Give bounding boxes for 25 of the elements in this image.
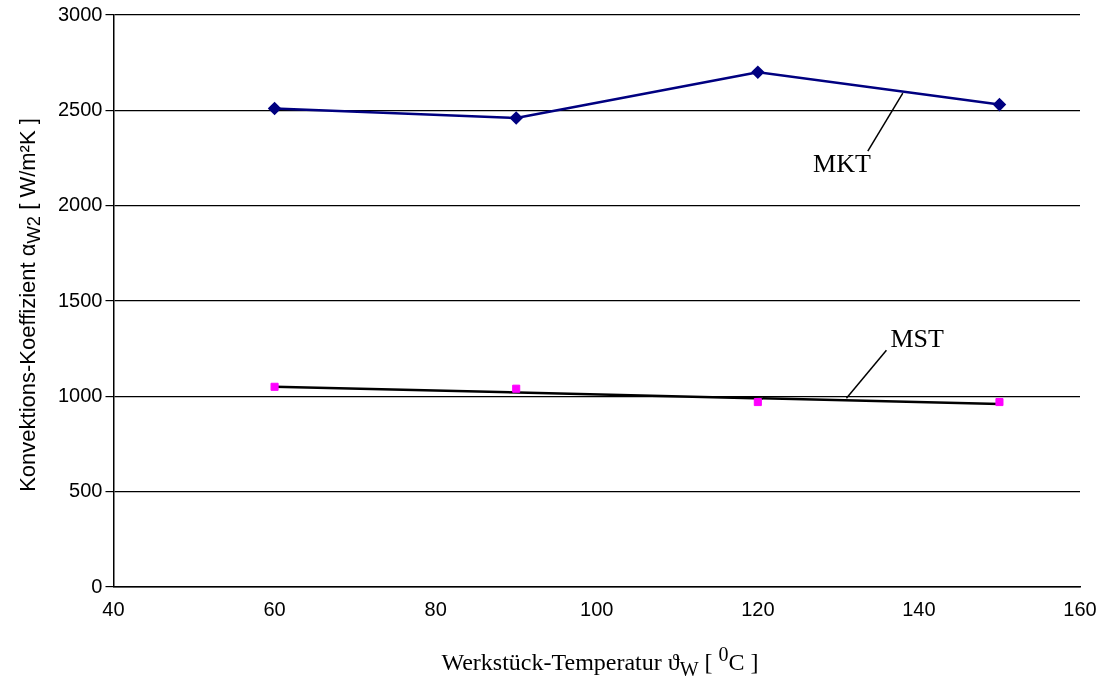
annotation: MKT bbox=[813, 149, 871, 178]
annotation: MST bbox=[890, 324, 945, 354]
x-tick-label: 40 bbox=[102, 597, 125, 620]
x-axis-title: Werkstück-Temperatur ϑ$_{W}$ [ $^{0}$C ] bbox=[441, 643, 759, 681]
x-tick-label: 160 bbox=[1063, 597, 1097, 620]
point bbox=[753, 398, 762, 407]
y-tick-label: 3000 bbox=[57, 2, 103, 25]
point bbox=[751, 65, 765, 79]
y-tick-label: 500 bbox=[69, 479, 103, 502]
point bbox=[509, 111, 523, 125]
point bbox=[270, 382, 279, 391]
point bbox=[995, 398, 1004, 407]
x-tick-label: 140 bbox=[902, 597, 936, 620]
y-tick-label: 1500 bbox=[57, 288, 103, 311]
y-tick-label: 2000 bbox=[57, 193, 103, 216]
point bbox=[512, 384, 521, 393]
y-tick-label: 1000 bbox=[57, 383, 103, 406]
x-tick-label: 100 bbox=[580, 597, 614, 620]
y-tick-label: 2500 bbox=[57, 97, 103, 120]
point bbox=[993, 98, 1006, 111]
point bbox=[268, 102, 281, 115]
y-tick-label: 0 bbox=[91, 574, 103, 597]
x-tick-label: 60 bbox=[263, 597, 286, 620]
x-tick-label: 80 bbox=[424, 597, 447, 620]
x-tick-label: 120 bbox=[741, 597, 775, 620]
